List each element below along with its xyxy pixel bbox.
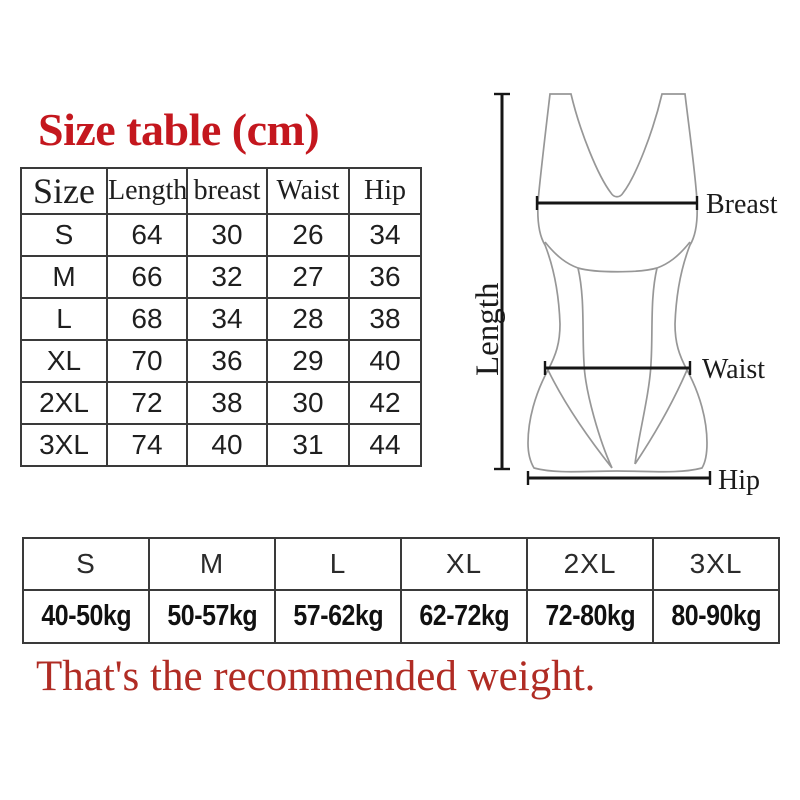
hip-cell: 44 <box>348 423 422 467</box>
size-table: Size Length breast Waist Hip S 64 30 26 … <box>20 167 422 467</box>
waist-label: Waist <box>702 354 765 385</box>
hip-cell: 38 <box>348 297 422 341</box>
weight-range-text: 62-72kg <box>419 600 509 632</box>
size-label-cell: XL <box>20 339 108 383</box>
hip-cell: 36 <box>348 255 422 299</box>
table-row: 2XL 72 38 30 42 <box>20 381 422 425</box>
weight-range-xl: 62-72kg <box>400 589 528 644</box>
page-title: Size table (cm) <box>38 104 320 155</box>
size-label-cell: L <box>20 297 108 341</box>
waist-cell: 28 <box>266 297 350 341</box>
garment-measurement-diagram: Length Breast Waist Hip <box>470 92 778 496</box>
waist-cell: 29 <box>266 339 350 383</box>
weight-size-l: L <box>274 537 402 591</box>
header-length: Length <box>106 167 188 215</box>
table-row: M 66 32 27 36 <box>20 255 422 299</box>
breast-measure-line <box>535 196 699 210</box>
size-label-cell: 2XL <box>20 381 108 425</box>
size-table-header-row: Size Length breast Waist Hip <box>20 167 422 215</box>
breast-cell: 30 <box>186 213 268 257</box>
size-label-cell: S <box>20 213 108 257</box>
weight-range-m: 50-57kg <box>148 589 276 644</box>
waist-measure-line <box>543 361 692 375</box>
weight-range-text: 72-80kg <box>545 600 635 632</box>
table-row: S 64 30 26 34 <box>20 213 422 257</box>
weight-range-text: 80-90kg <box>671 600 761 632</box>
length-cell: 74 <box>106 423 188 467</box>
weight-size-xl: XL <box>400 537 528 591</box>
breast-cell: 34 <box>186 297 268 341</box>
weight-size-m: M <box>148 537 276 591</box>
breast-cell: 32 <box>186 255 268 299</box>
bodysuit-outline-icon <box>527 93 708 473</box>
table-row: XL 70 36 29 40 <box>20 339 422 383</box>
recommended-weight-note: That's the recommended weight. <box>36 653 596 700</box>
header-waist: Waist <box>266 167 350 215</box>
length-cell: 72 <box>106 381 188 425</box>
length-cell: 66 <box>106 255 188 299</box>
hip-cell: 40 <box>348 339 422 383</box>
header-hip: Hip <box>348 167 422 215</box>
weight-range-s: 40-50kg <box>22 589 150 644</box>
weight-table-values-row: 40-50kg 50-57kg 57-62kg 62-72kg 72-80kg … <box>22 589 780 644</box>
size-label-cell: 3XL <box>20 423 108 467</box>
weight-size-3xl: 3XL <box>652 537 780 591</box>
weight-size-s: S <box>22 537 150 591</box>
length-label: Length <box>470 282 506 376</box>
weight-range-text: 57-62kg <box>293 600 383 632</box>
bodysuit-seam-lines <box>544 241 691 469</box>
hip-measure-line <box>526 471 712 485</box>
length-cell: 64 <box>106 213 188 257</box>
header-size: Size <box>20 167 108 215</box>
breast-label: Breast <box>706 189 778 220</box>
hip-label: Hip <box>718 465 760 496</box>
waist-cell: 31 <box>266 423 350 467</box>
length-cell: 70 <box>106 339 188 383</box>
breast-cell: 40 <box>186 423 268 467</box>
weight-range-text: 50-57kg <box>167 600 257 632</box>
breast-cell: 38 <box>186 381 268 425</box>
weight-range-text: 40-50kg <box>41 600 131 632</box>
length-cell: 68 <box>106 297 188 341</box>
weight-table-sizes-row: S M L XL 2XL 3XL <box>22 537 780 591</box>
table-row: 3XL 74 40 31 44 <box>20 423 422 467</box>
waist-cell: 27 <box>266 255 350 299</box>
weight-table: S M L XL 2XL 3XL 40-50kg 50-57kg 57-62kg… <box>22 537 780 644</box>
length-measure-line <box>494 92 510 471</box>
weight-range-2xl: 72-80kg <box>526 589 654 644</box>
table-row: L 68 34 28 38 <box>20 297 422 341</box>
size-label-cell: M <box>20 255 108 299</box>
breast-cell: 36 <box>186 339 268 383</box>
waist-cell: 26 <box>266 213 350 257</box>
hip-cell: 34 <box>348 213 422 257</box>
header-breast: breast <box>186 167 268 215</box>
weight-range-l: 57-62kg <box>274 589 402 644</box>
weight-range-3xl: 80-90kg <box>652 589 780 644</box>
weight-size-2xl: 2XL <box>526 537 654 591</box>
hip-cell: 42 <box>348 381 422 425</box>
waist-cell: 30 <box>266 381 350 425</box>
